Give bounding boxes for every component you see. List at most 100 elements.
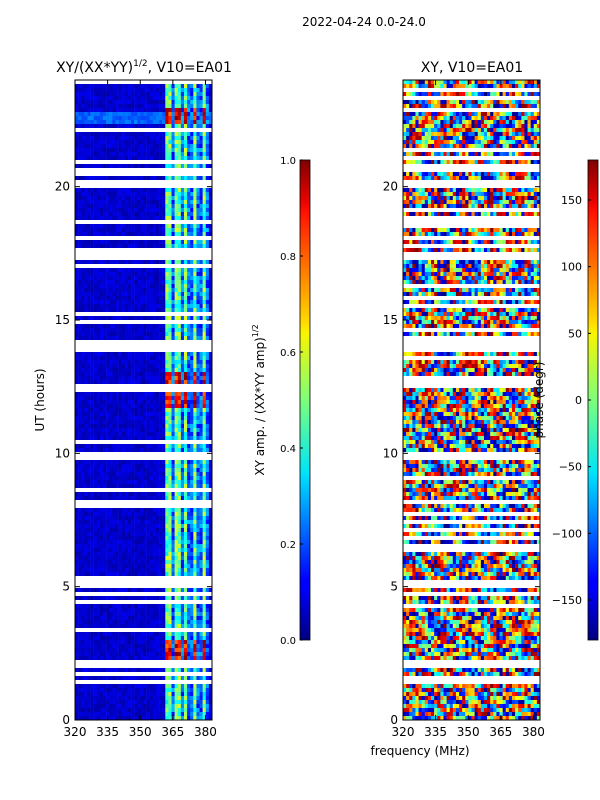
heatmap-cell	[180, 476, 185, 481]
heatmap-cell	[208, 512, 212, 517]
heatmap-cell	[103, 404, 107, 409]
heatmap-cell	[180, 308, 185, 313]
heatmap-cell	[183, 392, 188, 397]
heatmap-cell	[99, 396, 104, 401]
heatmap-cell	[183, 216, 188, 221]
heatmap-cell	[162, 176, 166, 181]
heatmap-cell	[168, 268, 172, 273]
heatmap-cell	[106, 556, 110, 561]
heatmap-cell	[93, 548, 98, 553]
heatmap-cell	[93, 492, 98, 497]
heatmap-cell	[152, 472, 157, 477]
heatmap-cell	[75, 624, 79, 629]
heatmap-cell	[162, 596, 166, 601]
heatmap-cell	[87, 560, 91, 565]
heatmap-cell	[193, 420, 197, 425]
heatmap-cell	[174, 176, 178, 181]
heatmap-cell	[143, 204, 147, 209]
heatmap-cell	[165, 612, 169, 617]
heatmap-cell	[93, 644, 98, 649]
heatmap-cell	[183, 376, 188, 381]
heatmap-cell	[134, 480, 138, 485]
heatmap-cell	[131, 280, 135, 285]
heatmap-cell	[143, 492, 147, 497]
heatmap-cell	[75, 572, 79, 577]
heatmap-cell	[149, 568, 154, 573]
heatmap-cell	[96, 316, 101, 321]
heatmap-cell	[193, 132, 197, 137]
heatmap-cell	[205, 208, 210, 213]
heatmap-cell	[193, 148, 197, 153]
heatmap-cell	[103, 84, 107, 89]
heatmap-cell	[199, 196, 203, 201]
heatmap-cell	[190, 104, 194, 109]
heatmap-cell	[149, 588, 154, 593]
heatmap-cell	[180, 436, 185, 441]
heatmap-cell	[168, 96, 172, 101]
heatmap-cell	[196, 288, 200, 293]
heatmap-cell	[87, 336, 91, 341]
heatmap-cell	[199, 240, 203, 245]
heatmap-cell	[84, 540, 88, 545]
heatmap-cell	[96, 640, 101, 645]
heatmap-cell	[174, 400, 178, 405]
heatmap-cell	[93, 300, 98, 305]
heatmap-cell	[118, 148, 122, 153]
heatmap-cell	[180, 416, 185, 421]
heatmap-cell	[81, 360, 85, 365]
heatmap-cell	[93, 524, 98, 529]
heatmap-cell	[168, 468, 172, 473]
heatmap-cell	[152, 556, 157, 561]
heatmap-cell	[140, 140, 144, 145]
heatmap-cell	[168, 92, 172, 97]
heatmap-cell	[112, 152, 116, 157]
heatmap-cell	[168, 136, 172, 141]
heatmap-cell	[112, 636, 116, 641]
heatmap-cell	[109, 332, 113, 337]
heatmap-cell	[205, 516, 210, 521]
heatmap-cell	[162, 188, 166, 193]
heatmap-cell	[121, 204, 126, 209]
heatmap-cell	[202, 424, 207, 429]
heatmap-cell	[187, 328, 191, 333]
heatmap-cell	[149, 244, 154, 249]
heatmap-cell	[96, 564, 101, 569]
heatmap-cell	[112, 240, 116, 245]
heatmap-cell	[190, 524, 194, 529]
heatmap-cell	[75, 648, 79, 653]
heatmap-cell	[131, 540, 135, 545]
heatmap-cell	[84, 604, 88, 609]
heatmap-cell	[127, 528, 132, 533]
heatmap-cell	[205, 300, 210, 305]
heatmap-cell	[155, 404, 160, 409]
heatmap-cell	[87, 356, 91, 361]
heatmap-cell	[137, 644, 141, 649]
heatmap-cell	[124, 92, 129, 97]
heatmap-cell	[174, 204, 178, 209]
heatmap-cell	[137, 124, 141, 129]
heatmap-cell	[165, 204, 169, 209]
heatmap-cell	[140, 356, 144, 361]
heatmap-cell	[87, 484, 91, 489]
heatmap-cell	[99, 288, 104, 293]
heatmap-cell	[124, 188, 129, 193]
heatmap-cell	[106, 280, 110, 285]
heatmap-cell	[84, 408, 88, 413]
heatmap-cell	[131, 556, 135, 561]
heatmap-cell	[84, 268, 88, 273]
heatmap-cell	[87, 616, 91, 621]
heatmap-cell	[149, 648, 154, 653]
heatmap-cell	[87, 408, 91, 413]
heatmap-cell	[196, 216, 200, 221]
heatmap-cell	[81, 448, 85, 453]
heatmap-cell	[180, 88, 185, 93]
heatmap-cell	[103, 424, 107, 429]
heatmap-cell	[146, 572, 150, 577]
heatmap-cell	[93, 96, 98, 101]
heatmap-cell	[131, 328, 135, 333]
heatmap-cell	[81, 564, 85, 569]
heatmap-cell	[155, 620, 160, 625]
heatmap-cell	[75, 496, 79, 501]
heatmap-cell	[171, 216, 175, 221]
heatmap-cell	[208, 224, 212, 229]
